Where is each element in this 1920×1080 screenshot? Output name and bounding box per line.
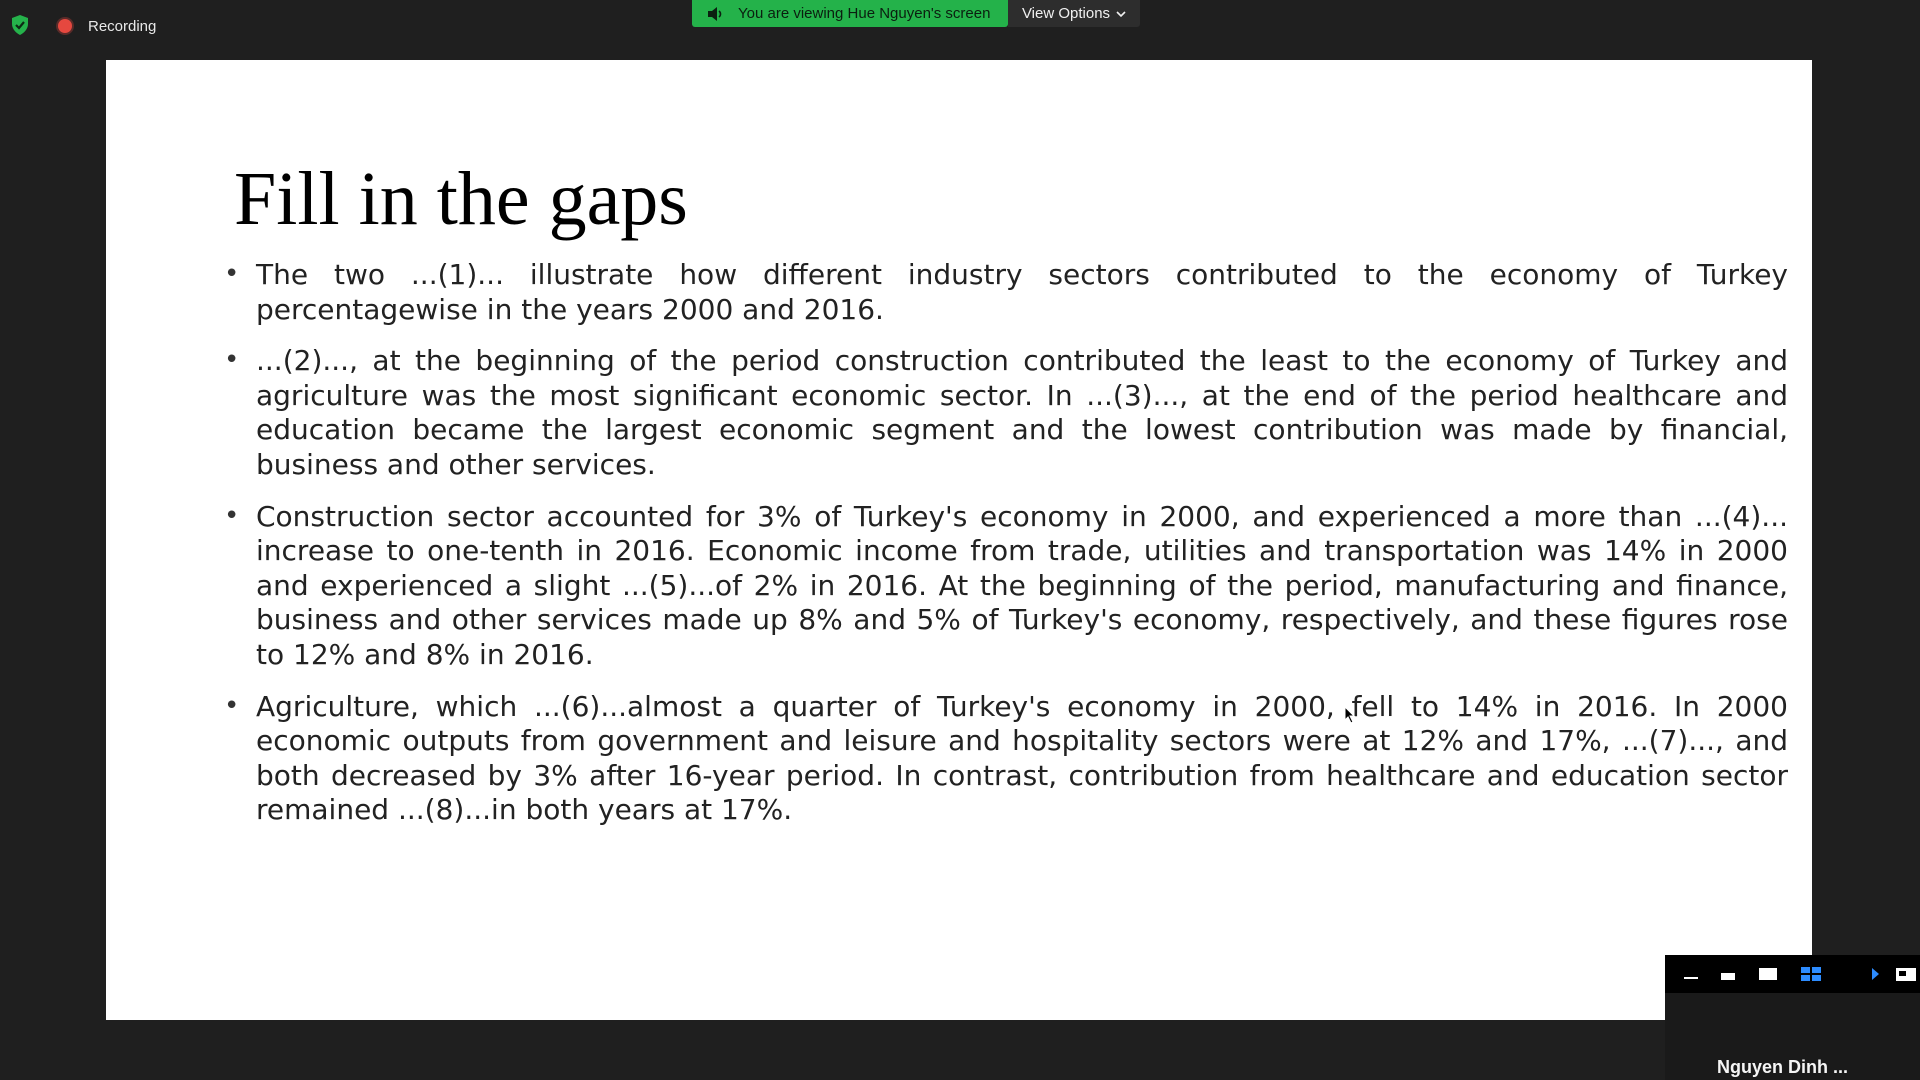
bullet-text: ...(2)..., at the beginning of the perio… bbox=[256, 344, 1788, 481]
bullet-item: • Construction sector accounted for 3% o… bbox=[224, 500, 1788, 673]
bullet-text: Agriculture, which ...(6)...almost a qua… bbox=[256, 689, 1788, 827]
bullet-text: Construction sector accounted for 3% of … bbox=[256, 499, 1788, 671]
strip-view-icon[interactable] bbox=[1719, 965, 1737, 983]
exit-panel-icon[interactable] bbox=[1895, 965, 1917, 983]
minimize-icon[interactable] bbox=[1683, 965, 1699, 983]
panel-toolbar bbox=[1665, 955, 1920, 993]
share-banner-text: You are viewing Hue Nguyen's screen bbox=[738, 5, 991, 22]
participant-name: Nguyen Dinh ... bbox=[1717, 1057, 1849, 1077]
grid-view-icon[interactable] bbox=[1800, 965, 1822, 983]
recording-label: Recording bbox=[88, 17, 157, 35]
bullet-marker: • bbox=[224, 500, 240, 531]
bullet-item: • Agriculture, which ...(6)...almost a q… bbox=[224, 690, 1788, 828]
chevron-down-icon bbox=[1116, 10, 1126, 17]
single-view-icon[interactable] bbox=[1758, 965, 1778, 983]
view-options-button[interactable]: View Options bbox=[1008, 0, 1140, 27]
recording-dot-icon bbox=[58, 19, 72, 33]
bullet-text: The two ...(1)... illustrate how differe… bbox=[256, 258, 1788, 326]
view-options-label: View Options bbox=[1021, 5, 1111, 22]
next-page-icon[interactable] bbox=[1869, 965, 1881, 983]
recording-indicator[interactable]: Recording bbox=[58, 16, 156, 36]
bullet-item: • ...(2)..., at the beginning of the per… bbox=[224, 344, 1788, 482]
bullet-marker: • bbox=[224, 259, 240, 289]
mouse-cursor-icon bbox=[1344, 706, 1356, 724]
security-shield-icon[interactable] bbox=[10, 14, 30, 36]
shared-screen-slide: Fill in the gaps • The two ...(1)... ill… bbox=[106, 60, 1812, 1020]
bullet-list: • The two ...(1)... illustrate how diffe… bbox=[224, 258, 1788, 845]
screen-share-banner: You are viewing Hue Nguyen's screen bbox=[692, 0, 1008, 27]
bullet-item: • The two ...(1)... illustrate how diffe… bbox=[224, 258, 1788, 327]
participant-video-panel[interactable]: Nguyen Dinh ... bbox=[1665, 955, 1920, 1080]
bullet-marker: • bbox=[224, 345, 240, 376]
bullet-marker: • bbox=[224, 690, 240, 721]
slide-title: Fill in the gaps bbox=[234, 157, 688, 241]
speaker-icon bbox=[708, 6, 722, 21]
